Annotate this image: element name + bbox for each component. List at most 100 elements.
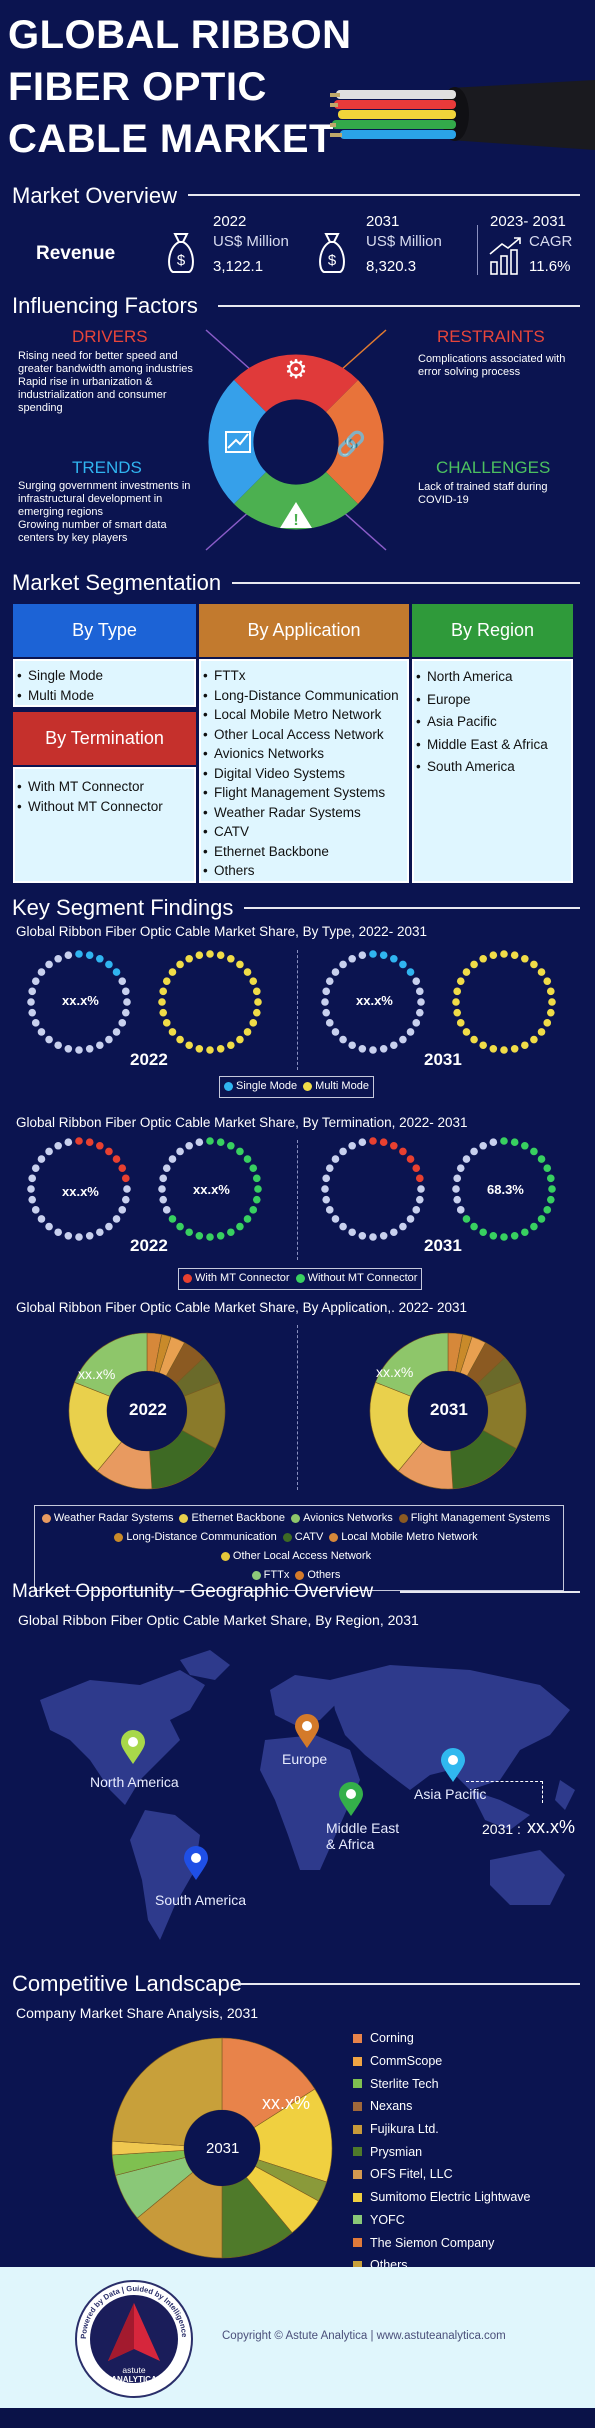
with-mt-dot [390,1228,398,1237]
map-pin-icon [295,1714,319,1748]
term-2022b-label: xx.x% [193,1182,230,1197]
single-mode-dot [96,954,104,963]
single-mode-dot [54,954,62,963]
without-mt-dot [162,1164,171,1172]
company-legend-item: Fujikura Ltd. [353,2118,583,2141]
competitive-subtitle: Company Market Share Analysis, 2031 [16,2005,259,2021]
without-mt-dot [254,1185,262,1193]
legend-swatch [41,1514,51,1523]
single-mode-dot [412,977,421,985]
legend-swatch [353,2260,362,2270]
without-mt-dot [456,1164,465,1172]
multi-mode-dot [252,1008,261,1017]
with-mt-dot [64,1231,73,1240]
app-2022-label: xx.x% [78,1366,116,1382]
by-termination-box: With MT Connector Without MT Connector [13,767,196,883]
single-mode-dot [379,951,388,960]
overview-title: Market Overview [12,183,178,208]
region-label-asia-pacific: Asia Pacific [414,1786,487,1802]
single-mode-dot [105,1035,113,1044]
without-mt-dot [176,1222,184,1231]
challenges-list: Lack of trained staff during COVID-19 [410,481,585,507]
multi-mode-dot [168,1028,177,1036]
legend-label: Ethernet Backbone [191,1512,286,1524]
with-mt-dot [105,1147,113,1156]
region-label-north-america: North America [90,1774,179,1790]
region-item: Middle East & Africa [414,734,571,757]
type-item: Multi Mode [15,686,194,706]
without-mt-dot [206,1137,214,1145]
single-mode-dot [112,968,121,976]
legend-item: Other Local Access Network [220,1548,371,1565]
without-mt-dot [159,1174,168,1183]
with-mt-dot [121,1195,130,1204]
with-mt-dot [85,1138,94,1147]
multi-mode-dot [158,998,166,1006]
svg-text:🔗: 🔗 [336,429,366,458]
without-mt-dot [195,1138,204,1147]
with-mt-dot [31,1164,40,1172]
single-mode-dot [339,1035,347,1044]
legend-swatch [353,2124,362,2134]
factors-wheel: ⚙ 🔗 ! [205,329,387,551]
without-mt-dot [185,1228,193,1237]
with-mt-dot [121,1174,130,1183]
callout-value: xx.x% [527,1817,576,1837]
company-legend-item: YOFC [353,2209,583,2232]
legend-item: Weather Radar Systems [41,1510,173,1527]
without-mt-dot [548,1185,556,1193]
map-pin-icon [184,1846,208,1880]
without-mt-dot [158,1185,166,1193]
legend-swatch [251,1571,261,1580]
without-mt-dot [453,1195,462,1204]
multi-mode-dot [479,954,487,963]
termination-item: With MT Connector [15,777,194,797]
single-mode-dot [399,1035,407,1044]
without-mt-dot [479,1228,487,1237]
without-mt-dot [543,1164,552,1172]
year-2022: 2022 [213,213,247,230]
svg-text:⚙: ⚙ [284,355,307,385]
multi-mode-dot [195,951,204,960]
term-legend: With MT Connector Without MT Connector [178,1268,423,1290]
with-mt-dot [96,1141,104,1150]
single-mode-dot [75,950,83,958]
restraints-title: RESTRAINTS [437,327,545,346]
fiber-cable-icon [330,80,595,150]
legend-row: FTTx Others [41,1567,557,1586]
legend-single-mode: Single Mode [224,1080,297,1092]
without-mt-dot [521,1141,529,1150]
multi-mode-dot [162,977,171,985]
multi-mode-dot [185,1041,193,1050]
application-legend: Weather Radar Systems Ethernet Backbone Av… [34,1505,564,1591]
with-mt-dot [54,1228,62,1237]
single-mode-dot [64,1044,73,1053]
with-mt-dot [321,1185,329,1193]
with-mt-dot [105,1222,113,1231]
multi-mode-dot [254,998,262,1006]
term-2022a-label: xx.x% [62,1184,99,1199]
legend-item: Flight Management Systems [398,1510,550,1527]
legend-with-mt: With MT Connector [183,1272,290,1284]
company-name: Nexans [370,2099,413,2114]
without-mt-dot [168,1215,177,1223]
brand-top: astute [122,2365,145,2375]
multi-mode-dot [452,998,460,1006]
opportunity-title-line [400,1591,580,1593]
overview-title-line [188,194,580,196]
legend-swatch [329,1533,339,1542]
dotted-divider [297,1140,298,1260]
multi-mode-dot [236,960,244,969]
multi-mode-dot [176,960,184,969]
legend-label: Others [307,1569,341,1581]
application-item: FTTx [201,666,407,686]
single-mode-dot [105,960,113,969]
with-mt-dot [85,1231,94,1240]
multi-mode-dot [510,1044,519,1053]
multi-mode-dot [537,968,546,976]
multi-mode-dot [510,951,519,960]
without-mt-dot [252,1195,261,1204]
company-name: Corning [370,2031,414,2046]
legend-swatch [398,1514,408,1523]
multi-mode-dot [227,1041,235,1050]
